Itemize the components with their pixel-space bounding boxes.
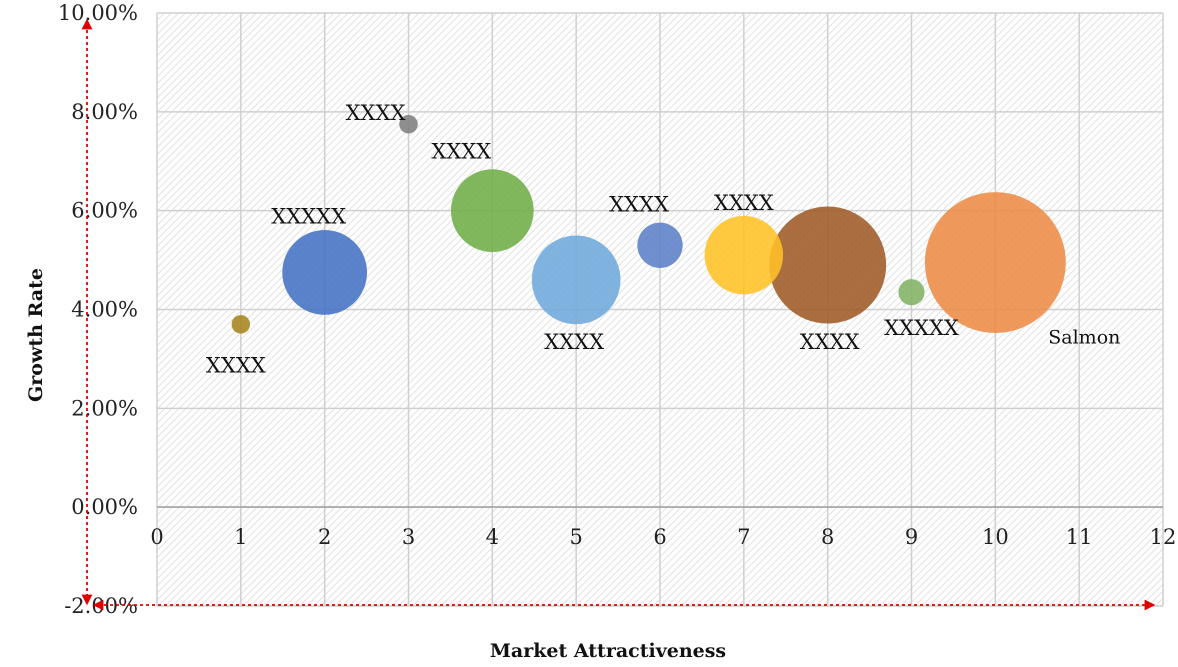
x-tick-label: 4	[486, 525, 499, 549]
x-tick-label: 1	[234, 525, 247, 549]
y-tick-label: 4.00%	[71, 298, 138, 322]
bubble-point	[282, 230, 368, 315]
x-tick-label: 6	[653, 525, 666, 549]
y-tick-label: 2.00%	[71, 396, 138, 420]
y-tick-label: -2.00%	[64, 594, 138, 618]
bubble-label: XXXX	[714, 191, 774, 215]
bubble-label: XXXX	[800, 330, 860, 354]
y-tick-label: 8.00%	[71, 100, 138, 124]
bubble-point	[399, 114, 418, 134]
bubble-label: XXXX	[206, 353, 266, 377]
y-tick-label: 10.00%	[58, 1, 138, 25]
bubble-point	[637, 222, 683, 268]
x-tick-labels: 0 1 2 3 4 5 6 7 8 9 10 11 12	[150, 525, 1176, 549]
y-axis-title: Growth Rate	[25, 268, 47, 402]
x-tick-label: 8	[821, 525, 834, 549]
bubble-label: XXXXX	[884, 316, 959, 340]
bubble-label: XXXX	[544, 330, 604, 354]
x-tick-label: 7	[737, 525, 750, 549]
bubble-label: XXXXX	[271, 204, 346, 228]
bubble-point	[924, 192, 1066, 334]
bubble-point	[450, 169, 534, 253]
bubble-label: XXXX	[609, 192, 669, 216]
x-tick-label: 12	[1150, 525, 1177, 549]
y-tick-label: 0.00%	[71, 495, 138, 519]
y-tick-labels: -2.00% 0.00% 2.00% 4.00% 6.00% 8.00% 10.00%	[58, 1, 138, 618]
x-axis-title: Market Attractiveness	[490, 640, 726, 662]
bubble-point	[898, 279, 925, 306]
bubble-point	[769, 206, 887, 324]
bubble-label: XXXX	[346, 101, 406, 125]
bubbles	[231, 114, 1066, 334]
bubble-label: Salmon	[1048, 327, 1120, 349]
bubble-point	[531, 235, 621, 325]
x-tick-label: 0	[150, 525, 163, 549]
x-tick-label: 3	[402, 525, 415, 549]
bubble-point	[231, 315, 251, 334]
x-tick-label: 9	[905, 525, 918, 549]
x-tick-label: 11	[1066, 525, 1093, 549]
x-tick-label: 5	[569, 525, 582, 549]
x-tick-label: 10	[982, 525, 1009, 549]
bubble-label: XXXX	[431, 140, 491, 164]
x-tick-label: 2	[318, 525, 331, 549]
y-tick-label: 6.00%	[71, 199, 138, 223]
bubble-point	[704, 215, 784, 295]
